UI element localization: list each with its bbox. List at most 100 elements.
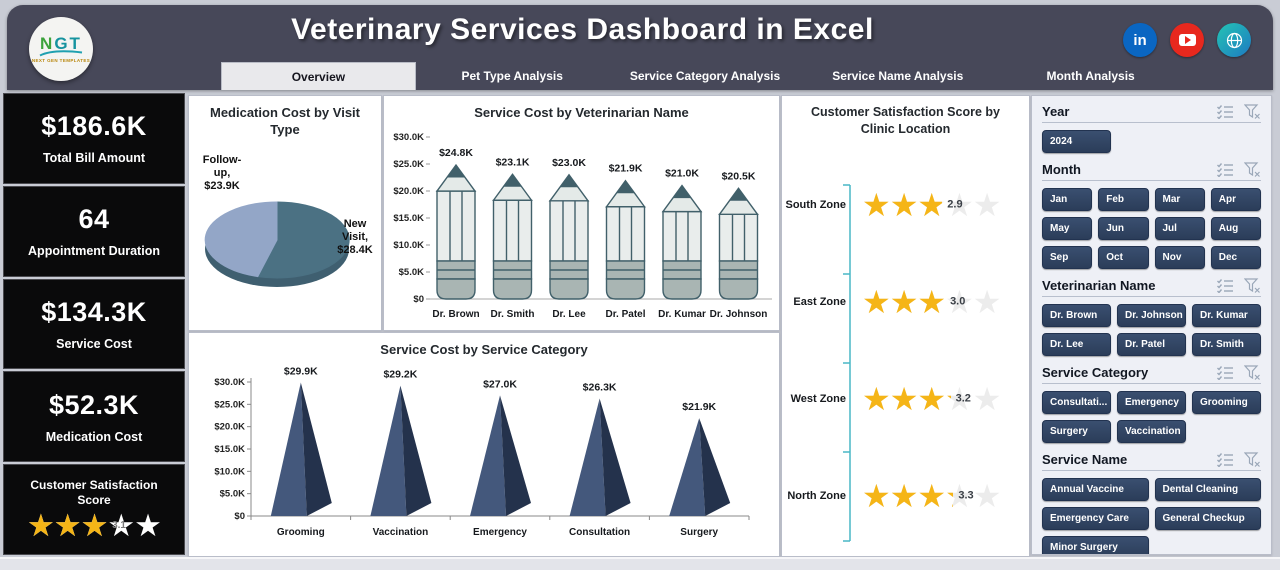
slicer-item-jun[interactable]: Jun	[1098, 217, 1149, 240]
slicer-head-year: Year	[1042, 104, 1261, 123]
cone-chart-title: Service Cost by Service Category	[380, 342, 588, 357]
kpi-label: Total Bill Amount	[42, 151, 146, 166]
svg-text:Dr. Smith: Dr. Smith	[491, 309, 535, 320]
slicer-item-2024[interactable]: 2024	[1042, 130, 1111, 153]
slicer-item-feb[interactable]: Feb	[1098, 188, 1149, 211]
slicer-item-minor-surgery[interactable]: Minor Surgery	[1042, 536, 1149, 554]
svg-text:$30.0K: $30.0K	[214, 377, 245, 388]
slicer-item-dr-johnson[interactable]: Dr. Johnson	[1117, 304, 1186, 327]
multi-select-icon[interactable]	[1216, 162, 1234, 177]
zone-score-value: 2.9	[947, 198, 963, 210]
kpi-value: $186.6K	[41, 111, 147, 142]
slicer-head-month: Month	[1042, 162, 1261, 181]
tab-service-category-analysis[interactable]: Service Category Analysis	[629, 69, 781, 83]
slicer-item-dr-patel[interactable]: Dr. Patel	[1117, 333, 1186, 356]
svg-text:$5.0K: $5.0K	[399, 267, 424, 278]
svg-text:$20.0K: $20.0K	[393, 186, 424, 197]
clear-filter-icon[interactable]	[1244, 278, 1261, 293]
rating-rows: South Zone ★★★★★★★★★★2.9 East Zone ★★★★★★★★…	[782, 156, 1029, 544]
slicer-item-consultati-[interactable]: Consultati...	[1042, 391, 1111, 414]
svg-text:$23.1K: $23.1K	[496, 156, 530, 168]
svg-text:Consultation: Consultation	[569, 527, 630, 538]
svg-text:$25.0K: $25.0K	[214, 399, 245, 410]
slicer-item-sep[interactable]: Sep	[1042, 246, 1093, 269]
clear-filter-icon[interactable]	[1244, 162, 1261, 177]
slicer-title: Service Category	[1042, 365, 1149, 380]
zone-star-rating: ★★★★★★★★★★3.2	[862, 380, 1001, 417]
kpi-label: Appointment Duration	[28, 244, 160, 259]
rating-row-west-zone: West Zone ★★★★★★★★★★3.2	[782, 350, 1029, 447]
clear-filter-icon[interactable]	[1244, 452, 1261, 467]
svg-text:Dr. Patel: Dr. Patel	[605, 309, 645, 320]
pencil-bar-chart: $0 $5.0K $10.0K $15.0K $20.0K $25.0K $30.0K $24…	[393, 132, 772, 320]
zone-score-value: 3.2	[955, 392, 971, 404]
slicer-item-may[interactable]: May	[1042, 217, 1093, 240]
youtube-play-icon	[1178, 34, 1196, 46]
slicer-item-general-checkup[interactable]: General Checkup	[1154, 507, 1261, 530]
pie-chart-title: Medication Cost by Visit Type	[209, 105, 360, 137]
tab-overview[interactable]: Overview	[221, 62, 416, 90]
slicer-item-emergency[interactable]: Emergency	[1117, 391, 1186, 414]
kpi-card-service-cost: $134.3K Service Cost	[3, 278, 185, 370]
slicer-item-annual-vaccine[interactable]: Annual Vaccine	[1042, 478, 1149, 501]
slicer-item-dec[interactable]: Dec	[1210, 246, 1261, 269]
svg-text:$10.0K: $10.0K	[393, 240, 424, 251]
tab-pet-type-analysis[interactable]: Pet Type Analysis	[461, 69, 563, 83]
ngt-logo[interactable]: NGT NEXT GEN TEMPLATES	[29, 17, 93, 81]
slicer-year: Year 2024	[1042, 104, 1261, 153]
panel-medication-cost-by-visit-type: Medication Cost by Visit Type New Visit,…	[188, 95, 382, 331]
kpi-column: $186.6K Total Bill Amount 64 Appointment Du…	[3, 93, 185, 555]
clear-filter-icon[interactable]	[1244, 104, 1261, 119]
slicer-item-dental-cleaning[interactable]: Dental Cleaning	[1154, 478, 1261, 501]
slicer-item-mar[interactable]: Mar	[1154, 188, 1205, 211]
clear-filter-icon[interactable]	[1244, 365, 1261, 380]
slicer-icons	[1216, 452, 1261, 467]
slicer-item-dr-brown[interactable]: Dr. Brown	[1042, 304, 1111, 327]
svg-text:$26.3K: $26.3K	[583, 382, 617, 394]
slicer-item-oct[interactable]: Oct	[1098, 246, 1149, 269]
slicer-item-dr-smith[interactable]: Dr. Smith	[1192, 333, 1261, 356]
kpi-card-appointment-duration: 64 Appointment Duration	[3, 185, 185, 277]
slicer-item-jul[interactable]: Jul	[1154, 217, 1205, 240]
slicer-icons	[1216, 162, 1261, 177]
kpi-star-rating: ★★★★★★★★★★3.1	[27, 508, 162, 544]
logo-tagline: NEXT GEN TEMPLATES	[31, 57, 91, 63]
slicer-item-jan[interactable]: Jan	[1042, 188, 1093, 211]
kpi-value: $52.3K	[48, 389, 140, 420]
slicer-item-emergency-care[interactable]: Emergency Care	[1042, 507, 1149, 530]
slicer-item-surgery[interactable]: Surgery	[1042, 420, 1111, 443]
slicer-service-category: Service Category Consultati... Emergency Gr…	[1042, 365, 1261, 443]
youtube-icon[interactable]	[1170, 23, 1204, 57]
tab-service-name-analysis[interactable]: Service Name Analysis	[832, 69, 964, 83]
slicer-item-grooming[interactable]: Grooming	[1192, 391, 1261, 414]
tab-month-analysis[interactable]: Month Analysis	[1046, 69, 1135, 83]
social-icons: in	[1123, 23, 1251, 57]
svg-text:Dr. Kumar: Dr. Kumar	[658, 309, 706, 320]
cone-bar-chart: $0 $5.0K $10.0K $15.0K $20.0K $25.0K $30.0K $29…	[214, 365, 750, 538]
rating-chart-title: Customer Satisfaction Score by Clinic Lo…	[811, 105, 1000, 136]
svg-text:$27.0K: $27.0K	[483, 378, 517, 390]
svg-text:$29.2K: $29.2K	[383, 369, 417, 381]
slicer-item-dr-lee[interactable]: Dr. Lee	[1042, 333, 1111, 356]
kpi-value: $134.3K	[41, 296, 147, 327]
kpi-label: Medication Cost	[45, 429, 143, 444]
multi-select-icon[interactable]	[1216, 278, 1234, 293]
dashboard-title: Veterinary Services Dashboard in Excel	[291, 13, 874, 46]
multi-select-icon[interactable]	[1216, 452, 1234, 467]
rating-row-north-zone: North Zone ★★★★★★★★★★3.3	[782, 447, 1029, 544]
svg-text:$0: $0	[234, 511, 245, 522]
slicer-item-aug[interactable]: Aug	[1210, 217, 1261, 240]
slicer-item-apr[interactable]: Apr	[1210, 188, 1261, 211]
linkedin-glyph: in	[1133, 31, 1147, 49]
multi-select-icon[interactable]	[1216, 365, 1234, 380]
rating-row-east-zone: East Zone ★★★★★★★★★★3.0	[782, 253, 1029, 350]
website-icon[interactable]	[1217, 23, 1251, 57]
pencil-chart-title: Service Cost by Veterinarian Name	[474, 105, 689, 120]
multi-select-icon[interactable]	[1216, 104, 1234, 119]
kpi-label: Service Cost	[56, 336, 132, 351]
linkedin-icon[interactable]: in	[1123, 23, 1157, 57]
slicer-item-nov[interactable]: Nov	[1154, 246, 1205, 269]
kpi-score-value: 3.1	[112, 519, 126, 531]
slicer-item-dr-kumar[interactable]: Dr. Kumar	[1192, 304, 1261, 327]
slicer-item-vaccination[interactable]: Vaccination	[1117, 420, 1186, 443]
